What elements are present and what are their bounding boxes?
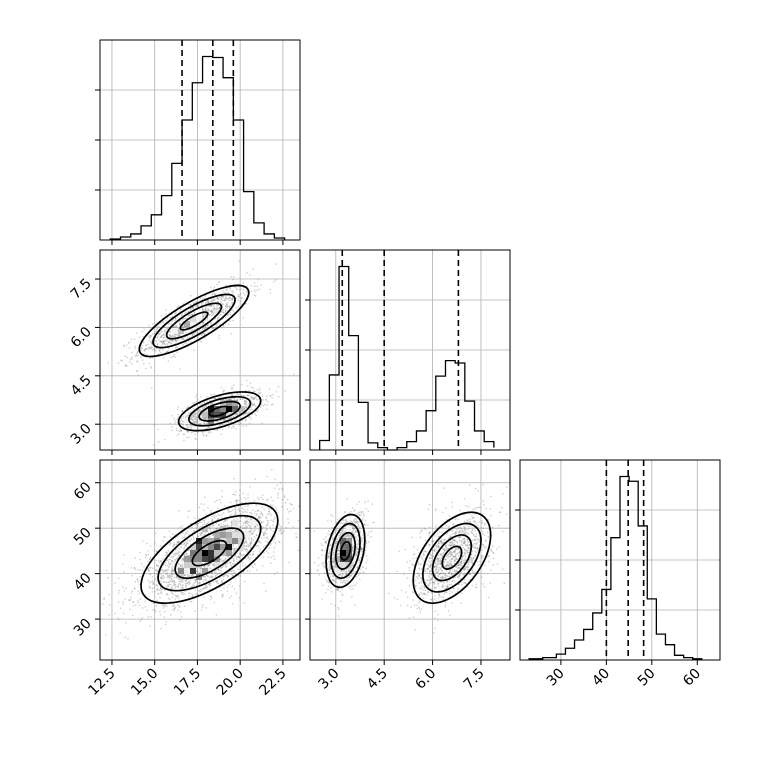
x-tick-label-12.5: 12.5 bbox=[85, 666, 118, 699]
y-tick-label-3.0: 3.0 bbox=[68, 421, 95, 448]
panel-frame bbox=[99, 459, 301, 661]
histogram-panel-0 bbox=[95, 39, 301, 245]
x-tick-label-60: 60 bbox=[680, 666, 704, 690]
y-tick-label-60: 60 bbox=[71, 479, 95, 503]
contour-1-level-0.5 bbox=[208, 405, 231, 417]
contour-0-level-1.5 bbox=[330, 522, 361, 580]
contour-0-level-0.5 bbox=[191, 539, 228, 567]
contour-1-level-1.5 bbox=[422, 522, 482, 593]
x-tick-label-50: 50 bbox=[635, 666, 659, 690]
panel-frame bbox=[99, 249, 301, 451]
x-tick-label-30: 30 bbox=[544, 666, 568, 690]
contour-0-level-1 bbox=[165, 302, 223, 340]
contour-1-level-1 bbox=[431, 534, 473, 582]
panel-frame bbox=[99, 39, 301, 241]
pair-panel-1-2: 3.0 4.5 6.0 7.5 bbox=[305, 459, 511, 693]
histogram-panel-2: 30 40 50 60 bbox=[515, 459, 721, 690]
panel-background bbox=[100, 250, 300, 450]
pair-panel-0-1: 3.0 4.5 6.0 7.5 bbox=[68, 249, 301, 455]
contour-0-level-1.5 bbox=[152, 293, 236, 349]
contour-0-level-1 bbox=[174, 527, 245, 580]
pair-panel-0-2: 12.5 15.0 17.5 20.0 22.5 30 40 50 60 bbox=[71, 459, 301, 699]
contour-0-level-0.5 bbox=[179, 311, 209, 331]
x-tick-label-40: 40 bbox=[589, 666, 613, 690]
y-tick-label-4.5: 4.5 bbox=[68, 372, 95, 399]
histogram-step-1 bbox=[319, 265, 495, 451]
contour-1-level-1.5 bbox=[188, 395, 252, 427]
x-tick-label-7.5: 7.5 bbox=[461, 666, 488, 693]
contour-0-level-1.5 bbox=[157, 514, 262, 592]
contour-0-level-1 bbox=[334, 531, 357, 570]
y-tick-label-40: 40 bbox=[71, 570, 95, 594]
histogram-step-2 bbox=[528, 475, 703, 660]
y-tick-label-30: 30 bbox=[71, 616, 95, 640]
contour-1-level-1 bbox=[198, 400, 242, 422]
contour-1-level-0.5 bbox=[441, 545, 463, 570]
y-tick-label-50: 50 bbox=[71, 525, 95, 549]
contour-0-level-2 bbox=[140, 502, 279, 605]
x-tick-label-4.5: 4.5 bbox=[364, 666, 391, 693]
contour-1-level-2 bbox=[177, 391, 262, 432]
panel-frame bbox=[309, 459, 511, 661]
y-tick-label-7.5: 7.5 bbox=[68, 276, 95, 303]
panel-frame bbox=[309, 249, 511, 451]
x-tick-label-3.0: 3.0 bbox=[316, 666, 343, 693]
x-tick-label-6.0: 6.0 bbox=[412, 666, 439, 693]
y-tick-label-6.0: 6.0 bbox=[68, 324, 95, 351]
contour-0-level-2 bbox=[138, 284, 250, 358]
x-tick-label-17.5: 17.5 bbox=[171, 666, 204, 699]
panel-frame bbox=[519, 459, 721, 661]
x-tick-label-20.0: 20.0 bbox=[214, 666, 247, 699]
contour-0-level-2 bbox=[325, 513, 366, 589]
x-tick-label-15.0: 15.0 bbox=[128, 666, 161, 699]
contour-1-level-2 bbox=[412, 511, 492, 605]
pair-content bbox=[102, 469, 300, 640]
pair-content bbox=[313, 484, 508, 634]
histogram-step-0 bbox=[109, 55, 286, 240]
histogram-panel-1 bbox=[305, 249, 511, 455]
pair-content bbox=[107, 260, 295, 447]
contour-0-level-0.5 bbox=[339, 540, 352, 561]
x-tick-label-22.5: 22.5 bbox=[256, 666, 289, 699]
